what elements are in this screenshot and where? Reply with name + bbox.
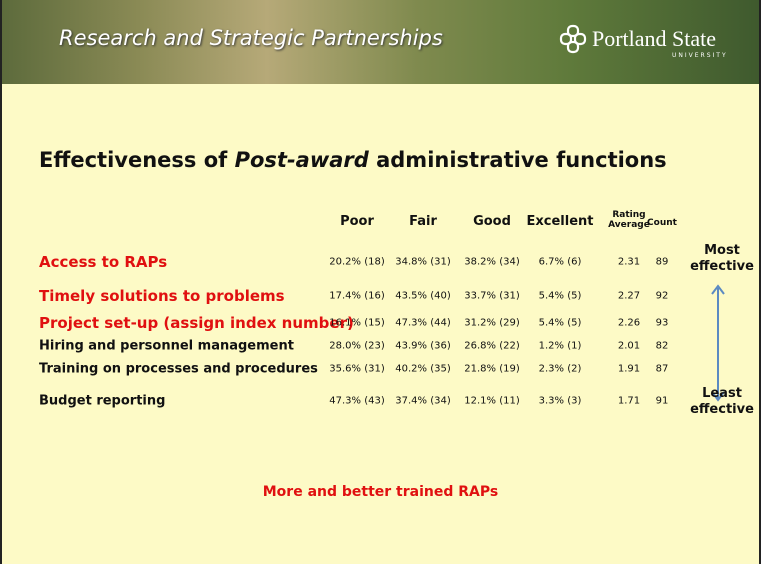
- cell: 93: [656, 318, 669, 329]
- row-label: Hiring and personnel management: [39, 339, 294, 354]
- cell: 82: [656, 341, 669, 352]
- cell: 1.71: [618, 396, 640, 407]
- cell: 2.26: [618, 318, 640, 329]
- cell: 31.2% (29): [464, 318, 519, 329]
- cell: 91: [656, 396, 669, 407]
- banner-title: Research and Strategic Partnerships: [59, 26, 443, 50]
- cell: 89: [656, 257, 669, 268]
- row-label: Training on processes and procedures: [39, 362, 318, 377]
- column-header: Count: [647, 218, 677, 228]
- logo-icon: [559, 24, 587, 54]
- cell: 2.01: [618, 341, 640, 352]
- logo-name: Portland State: [592, 26, 716, 52]
- cell: 20.2% (18): [329, 257, 384, 268]
- row-label: Budget reporting: [39, 394, 165, 409]
- column-header: Good: [473, 214, 511, 229]
- row-label: Project set-up (assign index number): [39, 314, 354, 332]
- cell: 47.3% (43): [329, 396, 384, 407]
- cell: 21.8% (19): [464, 364, 519, 375]
- row-label: Access to RAPs: [39, 253, 167, 271]
- cell: 33.7% (31): [464, 291, 519, 302]
- slide-title: Effectiveness of Post-award administrati…: [39, 148, 667, 172]
- cell: 26.8% (22): [464, 341, 519, 352]
- column-header: Poor: [340, 214, 374, 229]
- cell: 12.1% (11): [464, 396, 519, 407]
- cell: 2.27: [618, 291, 640, 302]
- title-part: Post-award: [235, 148, 369, 172]
- column-header: Rating Average: [605, 210, 653, 230]
- cell: 16.1% (15): [329, 318, 384, 329]
- cell: 1.91: [618, 364, 640, 375]
- cell: 47.3% (44): [395, 318, 450, 329]
- cell: 2.3% (2): [539, 364, 582, 375]
- cell: 6.7% (6): [539, 257, 582, 268]
- cell: 5.4% (5): [539, 291, 582, 302]
- cell: 17.4% (16): [329, 291, 384, 302]
- column-header: Excellent: [527, 214, 594, 229]
- annotation: Most effective: [682, 243, 761, 275]
- cell: 43.9% (36): [395, 341, 450, 352]
- cell: 3.3% (3): [539, 396, 582, 407]
- cell: 34.8% (31): [395, 257, 450, 268]
- cell: 40.2% (35): [395, 364, 450, 375]
- title-part: administrative functions: [369, 148, 667, 172]
- cell: 28.0% (23): [329, 341, 384, 352]
- cell: 38.2% (34): [464, 257, 519, 268]
- cell: 37.4% (34): [395, 396, 450, 407]
- footer: More and better trained RAPs: [2, 484, 759, 500]
- slide: Research and Strategic Partnerships Port…: [0, 0, 761, 564]
- annotation: Least effective: [682, 386, 761, 418]
- cell: 92: [656, 291, 669, 302]
- cell: 1.2% (1): [539, 341, 582, 352]
- cell: 2.31: [618, 257, 640, 268]
- row-label: Timely solutions to problems: [39, 287, 285, 305]
- title-part: Effectiveness of: [39, 148, 235, 172]
- cell: 87: [656, 364, 669, 375]
- cell: 5.4% (5): [539, 318, 582, 329]
- cell: 35.6% (31): [329, 364, 384, 375]
- cell: 43.5% (40): [395, 291, 450, 302]
- banner: Research and Strategic Partnerships Port…: [2, 0, 759, 84]
- logo-sub: UNIVERSITY: [672, 52, 728, 59]
- column-header: Fair: [409, 214, 437, 229]
